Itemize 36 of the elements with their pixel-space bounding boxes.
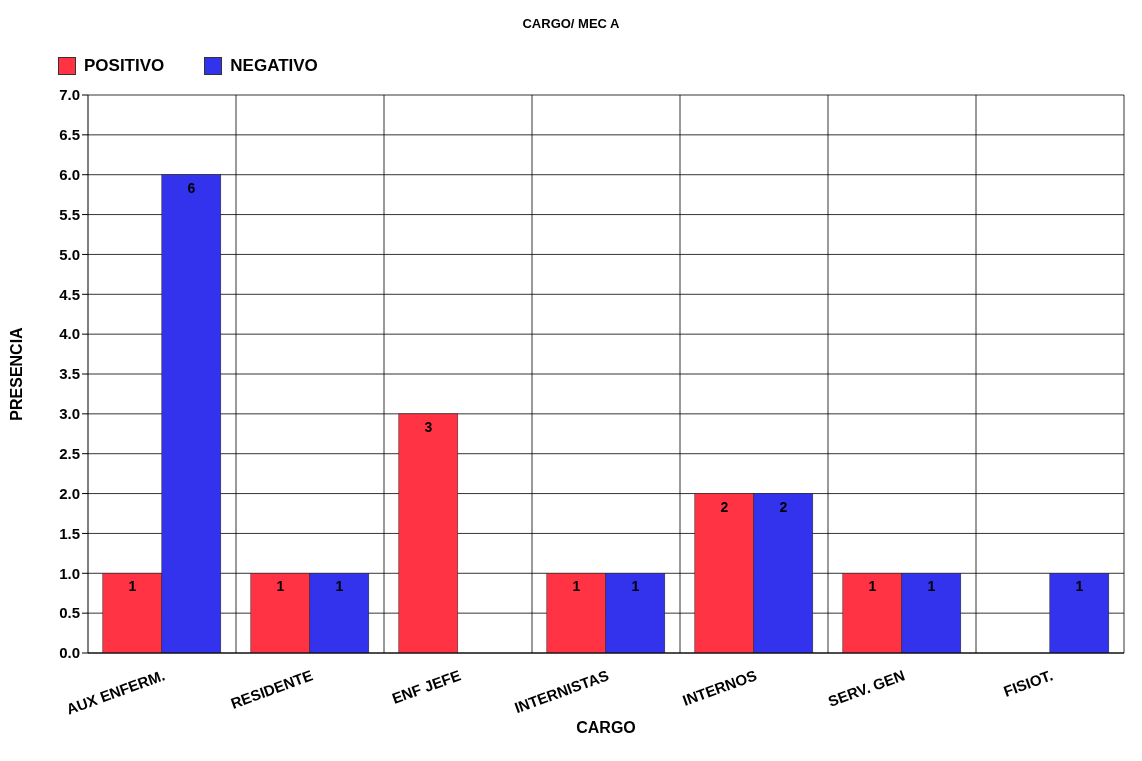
bar <box>398 413 459 653</box>
data-label: 1 <box>276 578 285 595</box>
y-tick-label: 6.5 <box>59 126 80 144</box>
data-label: 6 <box>187 179 196 196</box>
y-axis-title: PRESENCIA <box>7 326 25 421</box>
y-tick-label: 5.0 <box>59 245 80 263</box>
y-tick-label: 4.0 <box>59 325 80 343</box>
data-label: 1 <box>1075 578 1084 595</box>
data-label: 1 <box>128 578 137 595</box>
y-tick-label: 0.0 <box>59 644 80 662</box>
chart-title: CARGO/ MEC A <box>521 16 621 31</box>
y-tick-label: 3.0 <box>59 405 80 423</box>
bar <box>1049 573 1110 653</box>
data-label: 2 <box>720 498 729 515</box>
x-tick-label: ENF JEFE <box>389 666 463 707</box>
y-tick-label: 2.5 <box>59 445 80 463</box>
y-tick-label: 1.5 <box>59 524 80 542</box>
x-axis-title: CARGO <box>576 719 636 736</box>
y-tick-label: 1.0 <box>59 564 80 582</box>
x-tick-label: SERV. GEN <box>825 666 907 710</box>
data-label: 3 <box>424 418 433 435</box>
y-tick-label: 6.0 <box>59 166 80 184</box>
legend-label: POSITIVO <box>84 56 165 76</box>
y-tick-label: 3.5 <box>59 365 80 383</box>
y-tick-label: 4.5 <box>59 285 80 303</box>
data-label: 1 <box>927 578 936 595</box>
data-label: 2 <box>779 498 788 515</box>
data-label: 1 <box>572 578 581 595</box>
data-label: 1 <box>631 578 640 595</box>
data-label: 1 <box>868 578 877 595</box>
data-label: 1 <box>335 578 344 595</box>
y-tick-label: 2.0 <box>59 484 80 502</box>
y-tick-label: 7.0 <box>59 86 80 104</box>
legend-label: NEGATIVO <box>230 56 318 76</box>
y-tick-label: 0.5 <box>59 604 80 622</box>
y-tick-label: 5.5 <box>59 205 80 223</box>
